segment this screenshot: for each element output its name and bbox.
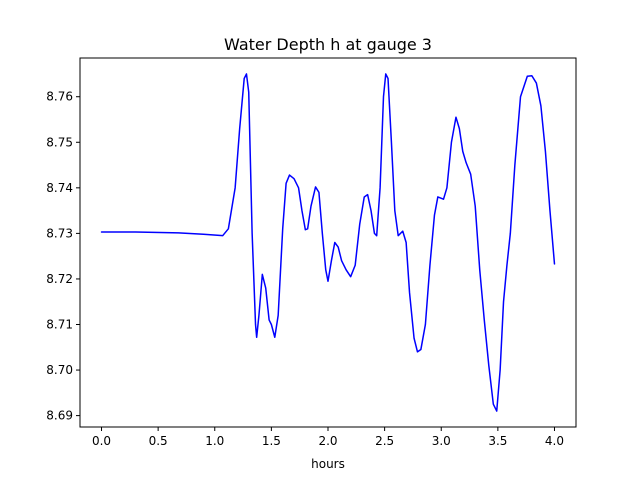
x-axis-label: hours xyxy=(311,457,345,471)
x-tick-label: 0.5 xyxy=(149,434,168,448)
y-tick-label: 8.73 xyxy=(46,226,73,240)
x-tick-label: 2.0 xyxy=(318,434,337,448)
series-line-0 xyxy=(100,73,556,412)
plot-area xyxy=(100,73,556,412)
y-tick-label: 8.71 xyxy=(46,318,73,332)
y-tick-label: 8.76 xyxy=(46,90,73,104)
y-tick-label: 8.72 xyxy=(46,272,73,286)
x-tick-label: 0.0 xyxy=(92,434,111,448)
x-tick-label: 1.5 xyxy=(262,434,281,448)
y-tick-label: 8.75 xyxy=(46,135,73,149)
chart-title: Water Depth h at gauge 3 xyxy=(224,35,432,54)
x-tick-label: 2.5 xyxy=(375,434,394,448)
x-tick-label: 1.0 xyxy=(205,434,224,448)
y-tick-label: 8.70 xyxy=(46,363,73,377)
x-axis: 0.0 0.5 1.0 1.5 2.0 2.5 3.0 3.5 4.0 xyxy=(92,427,564,448)
x-tick-label: 3.0 xyxy=(432,434,451,448)
x-tick-label: 3.5 xyxy=(488,434,507,448)
axes-frame xyxy=(79,57,577,428)
y-tick-label: 8.69 xyxy=(46,409,73,423)
y-axis: 8.69 8.70 8.71 8.72 8.73 8.74 8.75 8.76 xyxy=(46,90,80,423)
y-tick-label: 8.74 xyxy=(46,181,73,195)
x-tick-label: 4.0 xyxy=(545,434,564,448)
